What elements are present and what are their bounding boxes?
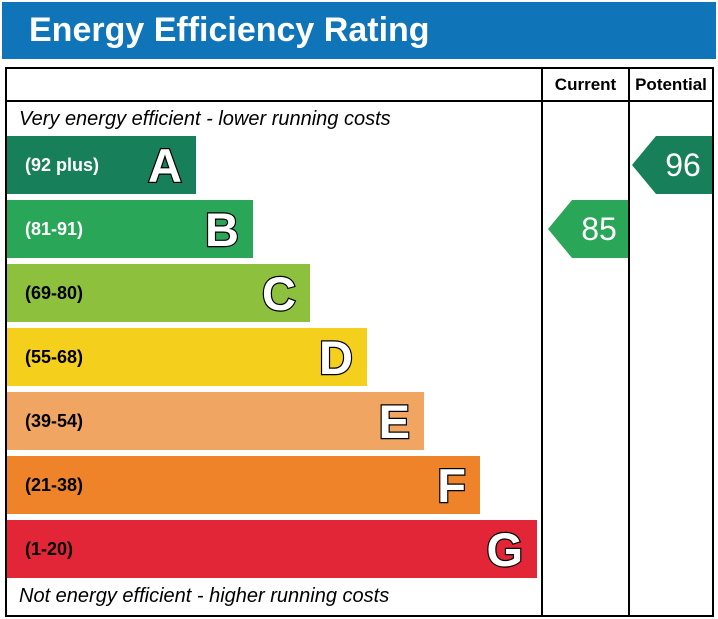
table-header-row: Current Potential <box>7 69 712 102</box>
band-row-a: (92 plus) A <box>7 136 541 194</box>
band-c-letter: C <box>261 266 297 320</box>
band-d-letter: D <box>318 330 354 384</box>
band-g-bar: (1-20) G <box>7 520 537 578</box>
chart-column: Very energy efficient - lower running co… <box>7 102 543 615</box>
current-rating-arrow: 85 <box>548 200 628 258</box>
title-bar: Energy Efficiency Rating <box>2 2 716 59</box>
potential-column: 96 <box>630 102 712 615</box>
band-row-b: (81-91) B <box>7 200 541 258</box>
header-cell-potential: Potential <box>635 74 707 94</box>
band-e-range: (39-54) <box>25 410 84 431</box>
current-column: 85 <box>543 102 630 615</box>
band-b-range: (81-91) <box>25 218 84 239</box>
band-row-d: (55-68) D <box>7 328 541 386</box>
energy-rating-table: Current Potential Very energy efficient … <box>5 67 714 617</box>
band-a-letter: A <box>147 138 183 192</box>
caption-very-efficient: Very energy efficient - lower running co… <box>19 107 391 130</box>
band-f-range: (21-38) <box>25 474 84 495</box>
table-body: Very energy efficient - lower running co… <box>7 102 712 615</box>
page-title: Energy Efficiency Rating <box>29 11 430 49</box>
band-b-letter: B <box>204 202 240 256</box>
band-row-c: (69-80) C <box>7 264 541 322</box>
header-cell-empty <box>7 69 543 100</box>
band-d-bar: (55-68) D <box>7 328 367 386</box>
rating-bands: (92 plus) A (81-91) B (69-80) C <box>7 136 541 578</box>
potential-rating-value: 96 <box>665 146 701 183</box>
current-rating-value: 85 <box>581 210 617 247</box>
band-row-g: (1-20) G <box>7 520 541 578</box>
band-row-f: (21-38) F <box>7 456 541 514</box>
band-d-range: (55-68) <box>25 346 84 367</box>
band-g-range: (1-20) <box>25 538 74 559</box>
band-a-bar: (92 plus) A <box>7 136 196 194</box>
band-c-range: (69-80) <box>25 282 84 303</box>
band-row-e: (39-54) E <box>7 392 541 450</box>
band-f-bar: (21-38) F <box>7 456 480 514</box>
band-f-letter: F <box>436 458 467 512</box>
band-e-letter: E <box>377 394 411 448</box>
band-e-bar: (39-54) E <box>7 392 424 450</box>
band-c-bar: (69-80) C <box>7 264 310 322</box>
band-b-bar: (81-91) B <box>7 200 253 258</box>
header-cell-current: Current <box>543 69 630 100</box>
caption-not-efficient: Not energy efficient - higher running co… <box>19 585 390 607</box>
band-a-range: (92 plus) <box>25 154 100 175</box>
potential-rating-arrow: 96 <box>632 136 712 194</box>
band-g-letter: G <box>485 522 524 576</box>
